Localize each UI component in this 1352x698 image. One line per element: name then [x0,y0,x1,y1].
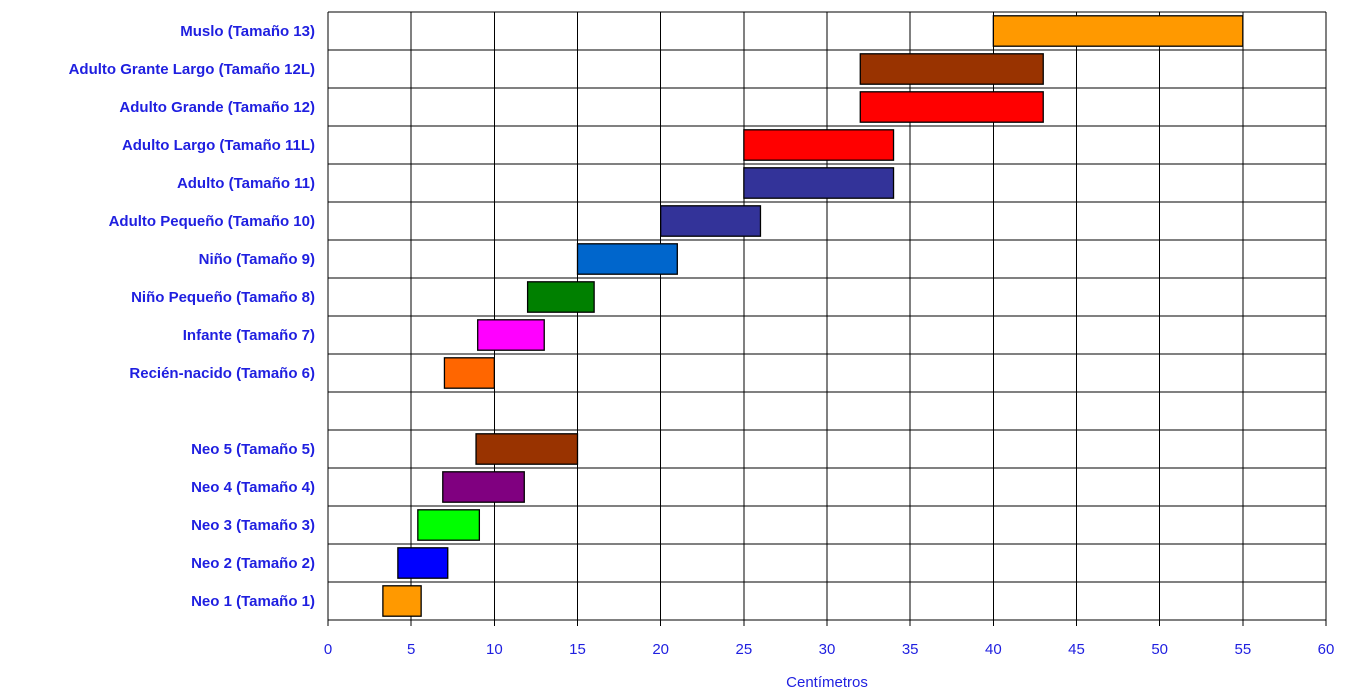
category-label: Neo 1 (Tamaño 1) [191,593,315,610]
x-tick-label: 0 [324,641,332,658]
x-tick-label: 25 [735,641,752,658]
range-bar [992,15,1244,47]
category-label: Infante (Tamaño 7) [183,327,315,344]
x-tick-label: 50 [1151,641,1168,658]
range-bar [417,509,481,541]
category-label: Neo 3 (Tamaño 3) [191,517,315,534]
category-label: Adulto (Tamaño 11) [177,175,315,192]
range-bar [442,471,525,503]
category-label: Adulto Grante Largo (Tamaño 12L) [69,61,315,78]
range-bar [475,433,579,465]
range-bar [526,281,595,313]
range-bar [660,205,762,237]
category-label: Niño Pequeño (Tamaño 8) [131,289,315,306]
category-label: Neo 2 (Tamaño 2) [191,555,315,572]
x-tick-label: 10 [486,641,503,658]
range-bar [443,357,495,389]
x-tick-label: 60 [1318,641,1335,658]
category-label: Niño (Tamaño 9) [199,251,315,268]
category-label: Adulto Grande (Tamaño 12) [119,99,315,116]
range-bar [859,53,1044,85]
range-bar [382,585,422,617]
x-tick-label: 55 [1234,641,1251,658]
category-label: Neo 5 (Tamaño 5) [191,441,315,458]
category-label: Adulto Pequeño (Tamaño 10) [109,213,315,230]
x-tick-label: 45 [1068,641,1085,658]
category-label: Recién-nacido (Tamaño 6) [129,365,315,382]
category-label: Muslo (Tamaño 13) [180,23,315,40]
range-bar [477,319,545,351]
x-tick-label: 15 [569,641,586,658]
range-bar [576,243,678,275]
range-bar [397,547,449,579]
x-tick-label: 5 [407,641,415,658]
x-tick-label: 35 [902,641,919,658]
x-tick-label: 40 [985,641,1002,658]
x-tick-label: 20 [652,641,669,658]
category-label: Adulto Largo (Tamaño 11L) [122,137,315,154]
range-bar [743,129,895,161]
range-bar [743,167,895,199]
x-tick-label: 30 [819,641,836,658]
range-bar [859,91,1044,123]
x-axis-title: Centímetros [786,674,868,691]
category-label: Neo 4 (Tamaño 4) [191,479,315,496]
